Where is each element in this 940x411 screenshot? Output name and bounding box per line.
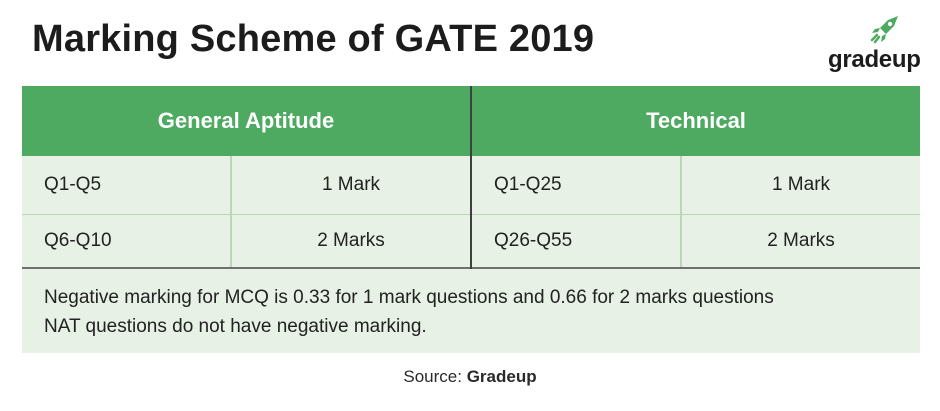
table-row: Q26-Q55 2 Marks	[472, 215, 920, 269]
negative-marking-note: Negative marking for MCQ is 0.33 for 1 m…	[22, 269, 920, 353]
technical-column: Q1-Q25 1 Mark Q26-Q55 2 Marks	[472, 156, 920, 269]
question-range: Q6-Q10	[22, 215, 232, 267]
page-title: Marking Scheme of GATE 2019	[32, 18, 595, 60]
source-credit: Source: Gradeup	[0, 367, 940, 387]
logo-text: gradeup	[828, 46, 921, 73]
source-name: Gradeup	[466, 367, 537, 386]
marks-value: 2 Marks	[767, 230, 835, 251]
source-label: Source:	[403, 367, 467, 386]
general-aptitude-column: Q1-Q5 1 Mark Q6-Q10 2 Marks	[22, 156, 472, 269]
question-range: Q1-Q25	[472, 156, 682, 214]
header-technical: Technical	[646, 108, 746, 133]
table-row: Q6-Q10 2 Marks	[22, 215, 470, 269]
rocket-icon	[870, 16, 898, 44]
table-row: Q1-Q5 1 Mark	[22, 156, 470, 215]
table-header: General Aptitude Technical	[22, 86, 920, 156]
table-body: Q1-Q5 1 Mark Q6-Q10 2 Marks Q1-Q25 1 Mar…	[22, 156, 920, 269]
question-range: Q26-Q55	[472, 215, 682, 267]
header-general-aptitude: General Aptitude	[22, 86, 472, 156]
gradeup-logo: gradeup	[828, 14, 928, 74]
marks-value: 1 Mark	[771, 174, 831, 195]
marks-value: 1 Mark	[321, 174, 381, 195]
note-line: NAT questions do not have negative marki…	[44, 316, 427, 337]
marking-scheme-table: General Aptitude Technical Q1-Q5 1 Mark …	[22, 86, 920, 353]
marks-value: 2 Marks	[317, 230, 385, 251]
question-range: Q1-Q5	[22, 156, 232, 214]
note-line: Negative marking for MCQ is 0.33 for 1 m…	[44, 287, 774, 308]
table-row: Q1-Q25 1 Mark	[472, 156, 920, 215]
